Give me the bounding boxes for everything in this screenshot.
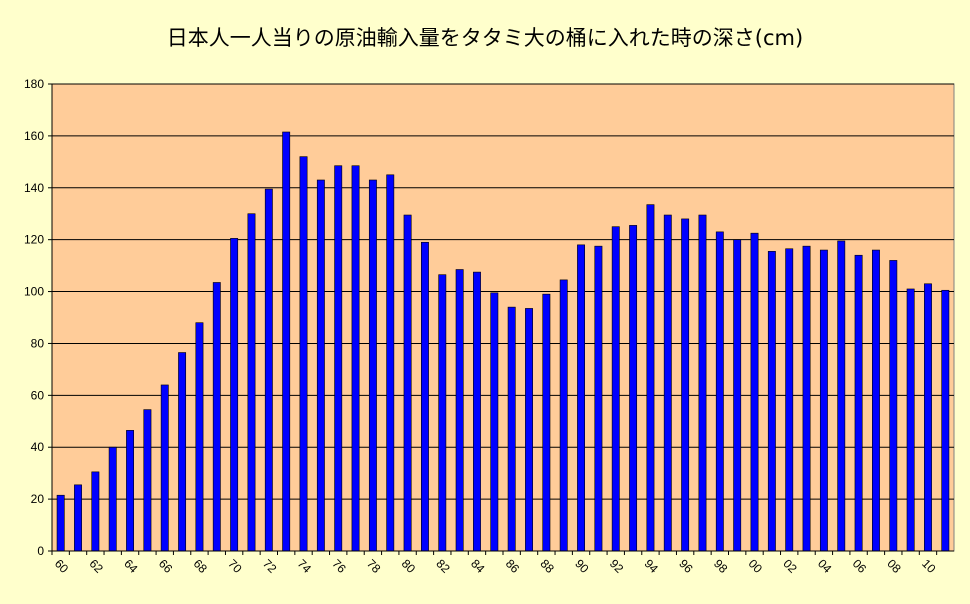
bar-07 [871, 249, 880, 552]
x-tick-label: 64 [121, 556, 141, 576]
bar-78 [368, 179, 377, 552]
bar-71 [247, 213, 256, 552]
x-tick-label: 06 [850, 556, 870, 576]
bar-94 [646, 204, 655, 552]
bar-99 [733, 239, 742, 552]
bar-01 [767, 251, 776, 552]
bar-86 [507, 306, 516, 552]
bar-95 [663, 214, 672, 552]
y-tick-label: 140 [24, 181, 44, 195]
y-tick-label: 60 [31, 388, 45, 402]
bar-93 [629, 225, 638, 552]
bar-00 [750, 232, 759, 552]
bar-66 [160, 384, 169, 552]
x-tick-label: 80 [399, 556, 419, 576]
bar-05 [837, 240, 846, 552]
bar-09 [906, 288, 915, 552]
x-tick-label: 72 [260, 556, 280, 576]
x-tick-label: 74 [295, 556, 315, 576]
bar-64 [126, 430, 135, 552]
bar-81 [420, 241, 429, 552]
y-tick-label: 120 [24, 233, 44, 247]
chart-title: 日本人一人当りの原油輸入量をタタミ大の桶に入れた時の深さ(cm) [166, 26, 804, 50]
bar-72 [264, 188, 273, 552]
plot-area [51, 83, 955, 552]
y-tick-label: 160 [24, 129, 44, 143]
bar-04 [819, 249, 828, 552]
x-tick-label: 70 [225, 556, 245, 576]
bar-88 [542, 293, 551, 552]
bar-62 [91, 471, 100, 552]
x-tick-label: 00 [746, 556, 766, 576]
bar-82 [438, 274, 447, 552]
x-tick-label: 84 [468, 556, 488, 576]
bar-03 [802, 245, 811, 552]
x-tick-label: 98 [711, 556, 731, 576]
bar-60 [56, 494, 65, 552]
bar-10 [924, 283, 932, 552]
bar-75 [316, 179, 325, 552]
x-tick-label: 94 [642, 556, 662, 576]
bar-90 [577, 244, 586, 552]
x-tick-label: 66 [156, 556, 176, 576]
y-tick-label: 0 [37, 544, 44, 558]
bar-70 [230, 238, 239, 552]
x-tick-label: 02 [780, 556, 800, 576]
bar-61 [74, 484, 82, 552]
bar-08 [889, 260, 898, 552]
bar-79 [386, 174, 395, 552]
x-tick-label: 68 [191, 556, 211, 576]
bar-69 [212, 282, 221, 552]
bar-89 [559, 279, 568, 552]
bar-65 [143, 409, 152, 552]
bar-83 [455, 269, 464, 552]
y-tick-label: 80 [31, 336, 45, 350]
x-tick-label: 86 [503, 556, 523, 576]
x-tick-label: 08 [884, 556, 904, 576]
x-tick-label: 96 [676, 556, 696, 576]
bar-63 [108, 446, 117, 552]
bar-92 [611, 226, 620, 552]
x-tick-label: 92 [607, 556, 627, 576]
bars [56, 131, 950, 552]
y-tick-label: 40 [31, 440, 45, 454]
x-tick-label: 10 [919, 556, 939, 576]
y-axis-ticks: 0 20 40 60 80 100 120 140 160 180 [24, 77, 52, 558]
bar-96 [681, 218, 690, 552]
bar-67 [178, 352, 187, 552]
x-tick-label: 78 [364, 556, 384, 576]
bar-84 [473, 271, 481, 552]
bar-91 [594, 245, 603, 552]
bar-11 [941, 289, 950, 552]
y-tick-label: 180 [24, 77, 44, 91]
bar-76 [334, 165, 343, 552]
x-tick-label: 82 [433, 556, 453, 576]
y-tick-label: 100 [24, 285, 44, 299]
bar-68 [195, 322, 204, 552]
x-tick-label: 60 [52, 556, 72, 576]
x-axis-ticks: 60 62 64 66 68 70 72 74 76 78 80 82 84 86 88 90 92 94 96 98… [51, 551, 939, 576]
bar-74 [299, 156, 308, 552]
bar-85 [490, 292, 499, 552]
bar-77 [351, 165, 360, 552]
x-tick-label: 88 [538, 556, 558, 576]
bar-02 [785, 248, 794, 552]
x-tick-label: 62 [87, 556, 107, 576]
x-tick-label: 90 [572, 556, 592, 576]
x-tick-label: 04 [815, 556, 835, 576]
bar-73 [282, 131, 291, 552]
bar-87 [525, 308, 533, 552]
bar-06 [854, 254, 863, 552]
x-tick-label: 76 [329, 556, 349, 576]
bar-97 [698, 214, 707, 552]
bar-98 [715, 231, 724, 552]
bar-80 [403, 214, 412, 552]
y-tick-label: 20 [31, 492, 45, 506]
